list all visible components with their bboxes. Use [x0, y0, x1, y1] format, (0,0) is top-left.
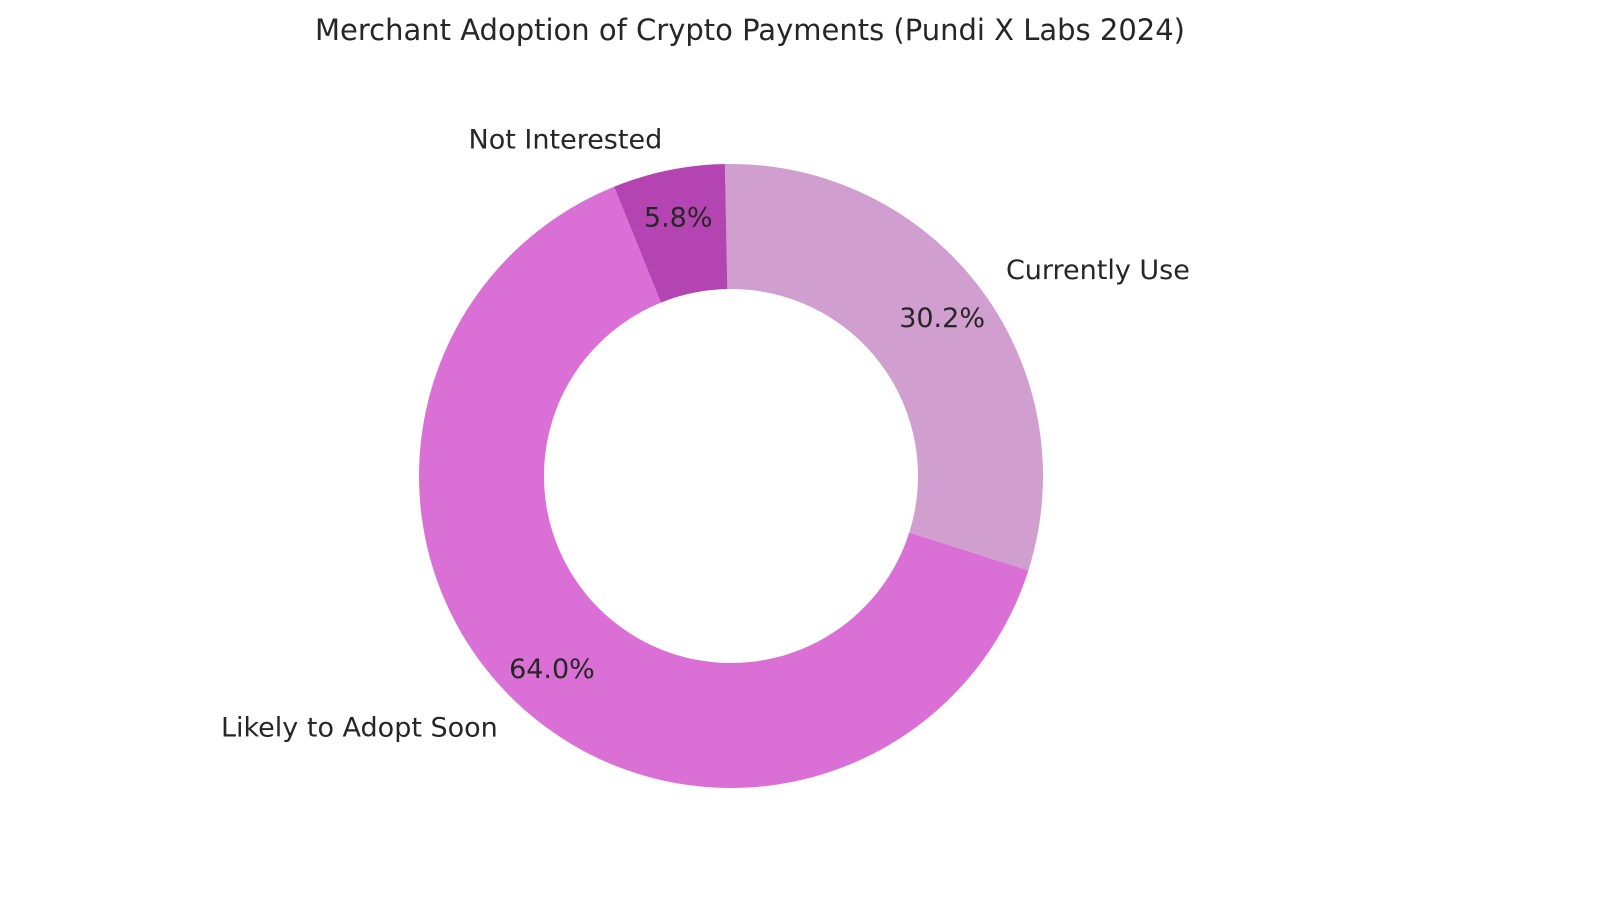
donut-slice-likely-to-adopt-soon [418, 186, 1029, 789]
slice-category-label: Likely to Adopt Soon [221, 712, 498, 743]
slice-percent-label: 30.2% [899, 303, 985, 334]
slice-percent-label: 5.8% [644, 202, 713, 233]
slice-category-label: Currently Use [1006, 255, 1190, 286]
donut-slice-not-interested [614, 164, 728, 303]
donut-slice-currently-use [724, 164, 1043, 571]
chart-title: Merchant Adoption of Crypto Payments (Pu… [315, 13, 1185, 47]
slice-percent-label: 64.0% [509, 654, 595, 685]
slice-category-label: Not Interested [469, 124, 663, 155]
